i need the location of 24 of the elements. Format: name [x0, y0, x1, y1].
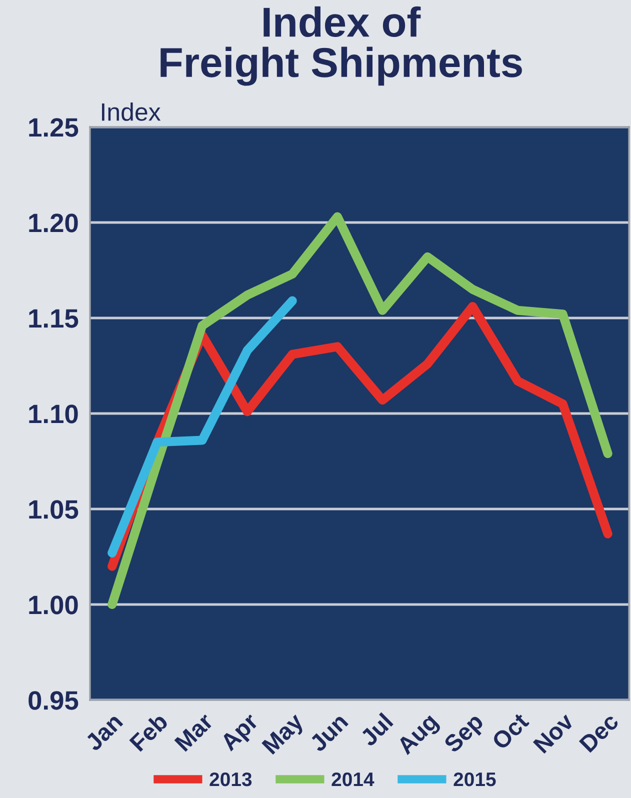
x-tick-label: Jan	[84, 712, 124, 752]
y-tick-label: 1.05	[29, 500, 78, 519]
x-tick-label: Mar	[174, 712, 214, 752]
x-tick-label: Oct	[490, 712, 530, 751]
x-tick-label: May	[262, 712, 308, 758]
x-tick-label: Sep	[442, 712, 488, 757]
y-tick-label: 1.25	[29, 118, 78, 137]
y-tick-label: 1.00	[29, 596, 78, 614]
y-tick-label: 0.95	[28, 691, 78, 710]
y-tick-label: 1.10	[29, 404, 78, 424]
x-tick-label: Dec	[578, 712, 620, 753]
legend-label: 2015	[454, 772, 496, 786]
x-tick-label: Jul	[358, 712, 394, 748]
x-tick-label: Apr	[220, 712, 263, 756]
legend-label: 2013	[210, 772, 252, 786]
x-tick-label: Feb	[128, 712, 169, 752]
legend-label: 2014	[332, 772, 374, 786]
y-tick-label: 1.15	[29, 309, 78, 328]
x-tick-label: Jun	[308, 712, 349, 753]
y-tick-label: 1.20	[29, 214, 78, 232]
x-tick-label: Nov	[532, 712, 575, 754]
chart-title: Index of Freight Shipments	[160, 6, 522, 86]
x-tick-label: Aug	[396, 712, 442, 759]
y-axis-title: Index	[102, 102, 161, 121]
